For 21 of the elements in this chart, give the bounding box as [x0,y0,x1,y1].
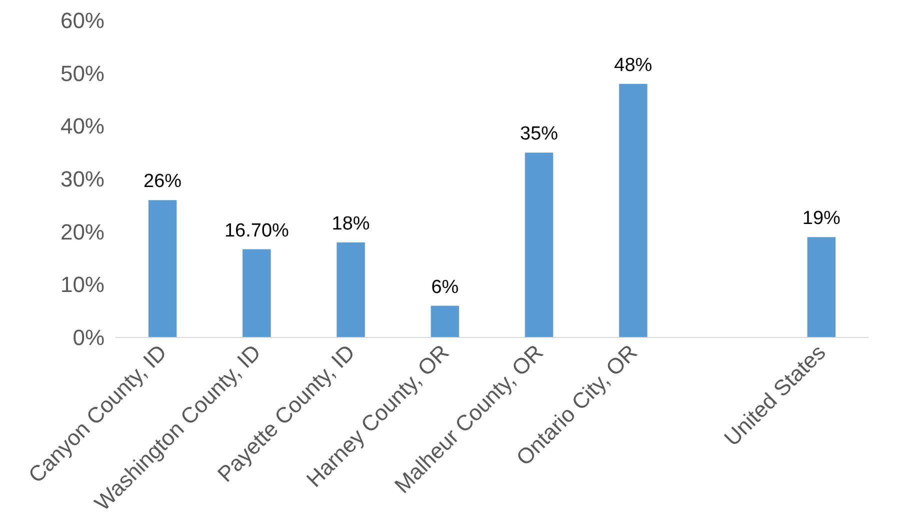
bar [619,84,648,338]
y-tick-label: 10% [60,272,105,298]
bar [524,152,554,338]
bar [336,242,365,338]
data-label: 26% [144,171,182,192]
y-tick-label: 40% [60,114,105,139]
data-label: 35% [520,124,558,145]
bar [430,306,460,338]
data-label: 6% [431,276,459,298]
bar [807,237,836,338]
y-tick-label: 50% [60,60,105,86]
bar [148,200,177,338]
bar [242,249,271,338]
y-tick-label: 20% [60,219,105,244]
data-label: 16.70% [224,220,290,242]
data-label: 19% [802,208,841,230]
y-tick-label: 30% [60,166,105,192]
y-tick-label: 60% [60,8,105,33]
y-tick-label: 0% [72,325,104,350]
data-label: 48% [614,54,652,76]
data-label: 18% [332,213,370,234]
